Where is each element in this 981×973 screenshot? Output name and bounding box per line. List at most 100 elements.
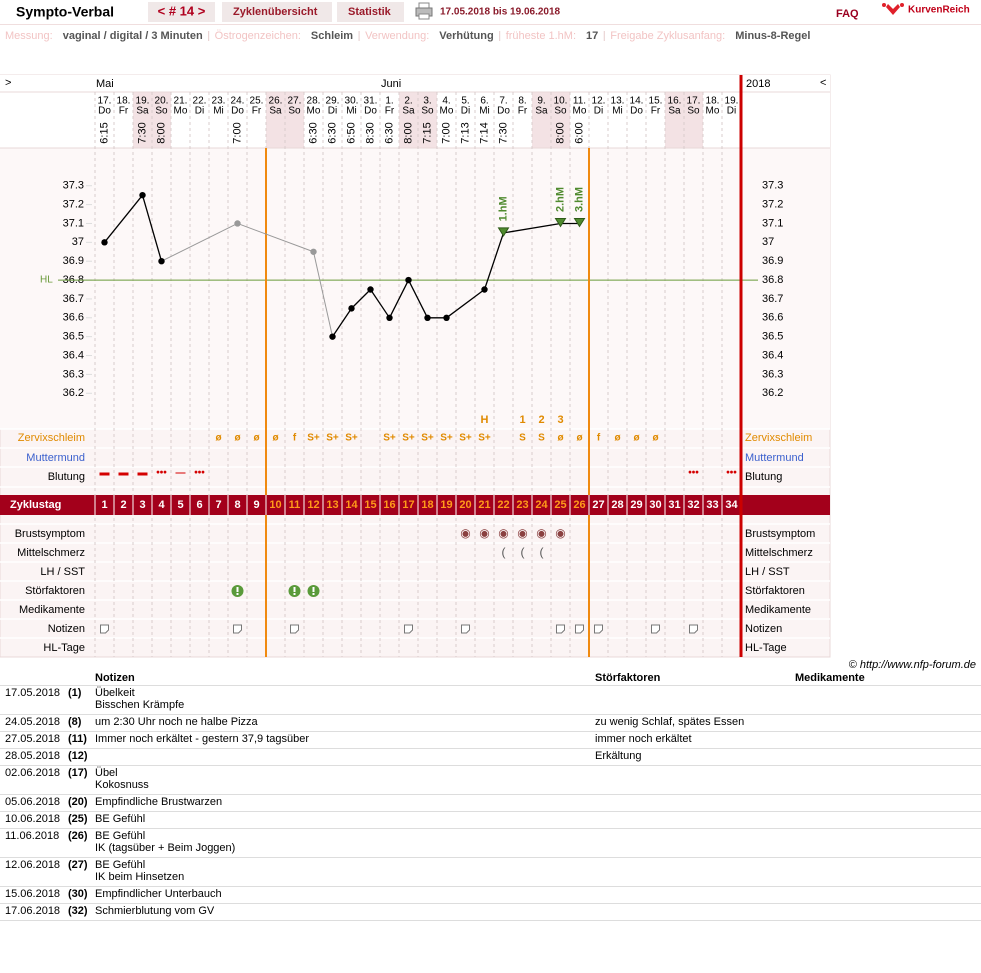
row-label: Blutung — [48, 471, 85, 483]
bleeding-symbol: ▬ — [100, 468, 110, 479]
measure-time: 6:00 — [573, 122, 585, 143]
info-label: Messung: — [5, 30, 53, 42]
print-icon[interactable] — [415, 2, 433, 20]
cycle-day: 21 — [478, 499, 490, 511]
note-icon[interactable] — [594, 624, 603, 634]
temperature-line — [369, 289, 391, 319]
note-text: BE Gefühl — [95, 813, 145, 825]
weekday: So — [554, 106, 567, 117]
brand-logo[interactable] — [882, 3, 904, 15]
row-label: Notizen — [745, 623, 782, 635]
note-icon[interactable] — [651, 624, 660, 634]
y-tick-label: 36.2 — [63, 387, 84, 399]
row-label: Brustsymptom — [15, 528, 85, 540]
cycle-day: 26 — [573, 499, 585, 511]
measure-time: 8:00 — [402, 122, 414, 143]
weekday: So — [421, 106, 434, 117]
cycle-day: 19 — [440, 499, 452, 511]
day-number: 4. — [442, 96, 450, 107]
day-number: 31. — [364, 96, 378, 107]
note-icon[interactable] — [689, 624, 698, 634]
note-icon[interactable] — [556, 624, 565, 634]
nav-arrow[interactable]: > — [5, 77, 11, 89]
cervix-symbol: f — [597, 433, 601, 444]
day-number: 18. — [706, 96, 720, 107]
cycle-day: 18 — [421, 499, 433, 511]
y-tick-label: 36.4 — [63, 349, 84, 361]
temperature-line — [313, 251, 333, 337]
disturbance-icon-mark — [312, 587, 315, 592]
note-icon[interactable] — [100, 624, 109, 634]
cycle-button[interactable] — [148, 2, 215, 22]
row-label: Zyklustag — [10, 499, 61, 511]
temperature-line — [446, 288, 485, 319]
cycle-day: 27 — [592, 499, 604, 511]
temperature-point — [234, 220, 241, 227]
peak-label: 2 — [538, 414, 544, 426]
notes-table: Notizen Störfaktoren Medikamente 17.05.2018… — [0, 672, 981, 921]
info-value: Schleim — [311, 30, 353, 42]
cycle-day: 7 — [215, 499, 221, 511]
cervix-symbol: ø — [633, 433, 640, 444]
temperature-line — [161, 223, 238, 262]
nav-arrow[interactable]: < — [820, 77, 826, 89]
row-label: HL-Tage — [745, 642, 787, 654]
weekday: So — [687, 106, 700, 117]
cervix-symbol: S+ — [402, 433, 415, 444]
note-icon[interactable] — [575, 624, 584, 634]
cervix-symbol: S+ — [478, 433, 491, 444]
weekday: Mo — [440, 106, 454, 117]
day-number: 23. — [212, 96, 226, 107]
note-icon[interactable] — [404, 624, 413, 634]
cervix-symbol: S+ — [383, 433, 396, 444]
day-number: 5. — [461, 96, 469, 107]
nav-link[interactable]: Zyklenübersicht — [233, 6, 318, 18]
peak-label: H — [481, 414, 489, 426]
cervix-symbol: ø — [215, 433, 222, 444]
faq-link[interactable]: FAQ — [836, 8, 859, 20]
breast-symbol: ◉ — [498, 526, 508, 540]
day-number: 19. — [725, 96, 739, 107]
note-icon[interactable] — [461, 624, 470, 634]
weekday: So — [155, 106, 168, 117]
breast-symbol: ◉ — [555, 526, 565, 540]
measure-time: 6:30 — [307, 122, 319, 143]
note-text: IK beim Hinsetzen — [95, 871, 184, 883]
weekday: Do — [98, 106, 111, 117]
cycle-day: 20 — [459, 499, 471, 511]
day-number: 21. — [174, 96, 188, 107]
nav-button[interactable] — [222, 2, 332, 22]
note-icon[interactable] — [290, 624, 299, 634]
measure-time: 7:30 — [497, 122, 509, 143]
brand-name[interactable]: KurvenReich — [908, 5, 970, 16]
note-day: (20) — [68, 796, 88, 808]
day-number: 1. — [385, 96, 393, 107]
note-disturbance: Erkältung — [595, 750, 641, 762]
weekend-shade — [665, 92, 684, 148]
cycle-day: 33 — [706, 499, 718, 511]
cycle-nav[interactable]: < # 14 > — [158, 3, 206, 18]
disturbance-icon-mark — [236, 587, 239, 592]
weekday: Do — [497, 106, 510, 117]
weekday: Sa — [269, 106, 282, 117]
cycle-day: 32 — [687, 499, 699, 511]
cervix-symbol: ø — [234, 433, 241, 444]
nav-link[interactable]: Statistik — [348, 6, 392, 18]
day-number: 3. — [423, 96, 431, 107]
note-text: Empfindliche Brustwarzen — [95, 796, 222, 808]
table-header: Medikamente — [795, 672, 865, 684]
cervix-symbol: ø — [576, 433, 583, 444]
row-label: LH / SST — [745, 566, 790, 578]
note-icon[interactable] — [233, 624, 242, 634]
nav-button[interactable] — [337, 2, 404, 22]
y-tick-label: 37 — [72, 236, 84, 248]
note-text: BE Gefühl — [95, 859, 145, 871]
temperature-line — [503, 222, 561, 234]
weekday: Fr — [518, 106, 528, 117]
day-number: 9. — [537, 96, 545, 107]
weekend-shade — [266, 92, 285, 148]
note-date: 17.06.2018 — [5, 905, 60, 917]
cervix-symbol: f — [293, 433, 297, 444]
measure-time: 6:30 — [326, 122, 338, 143]
row-label: Medikamente — [19, 604, 85, 616]
